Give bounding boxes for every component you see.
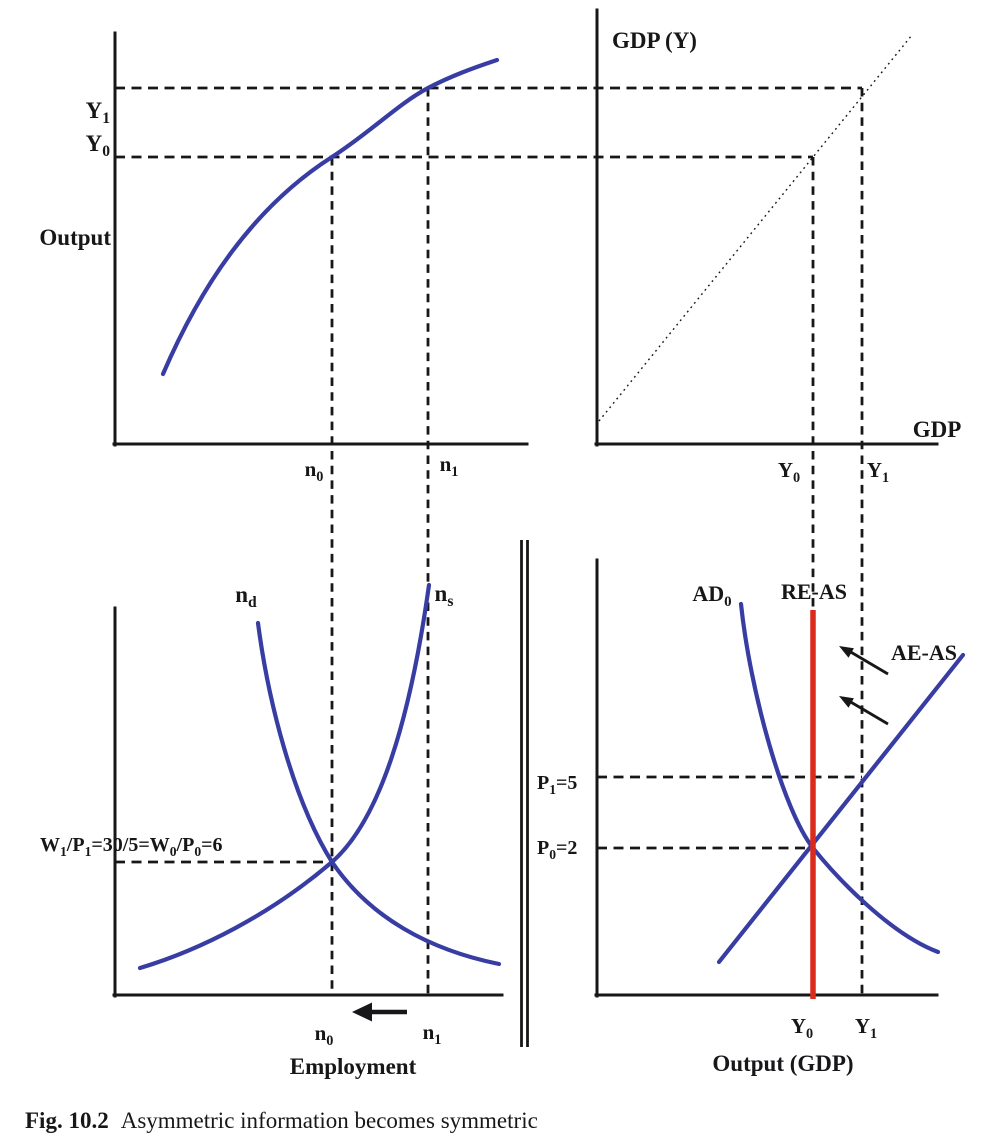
asad-y0-tick-label: Y0 bbox=[791, 1014, 813, 1042]
ae-as-line bbox=[716, 652, 966, 965]
labor-demand-label: nd bbox=[235, 582, 257, 611]
ad0-curve-label: AD0 bbox=[692, 581, 731, 610]
guide-lines bbox=[115, 34, 913, 995]
re-as-curve-label: RE-AS bbox=[781, 579, 847, 604]
gdp-y1-tick-label: Y1 bbox=[867, 458, 889, 486]
y0-axis-tick-label: Y0 bbox=[86, 131, 111, 160]
labor-supply-curve bbox=[137, 582, 432, 971]
asad-y1-tick-label: Y1 bbox=[855, 1014, 877, 1042]
real-wage-label: W1/P1=30/5=W0/P0=6 bbox=[40, 834, 223, 859]
employment-arrow-head bbox=[352, 1002, 372, 1022]
panel-axes bbox=[112, 8, 939, 998]
curves bbox=[137, 57, 966, 999]
45-degree-dotted-line bbox=[598, 34, 913, 422]
as-shift-arrow-1-shaft bbox=[848, 649, 889, 676]
ae-as-curve-label: AE-AS bbox=[891, 640, 957, 665]
as-shift-arrow-1 bbox=[839, 646, 889, 676]
n0-tick-label-top: n0 bbox=[305, 457, 324, 485]
labor-supply-label: ns bbox=[435, 581, 454, 610]
gdp-x-axis-label: GDP bbox=[913, 417, 962, 442]
output-axis-label: Output bbox=[39, 225, 111, 250]
ad0-curve bbox=[738, 601, 941, 955]
production-function-curve bbox=[160, 57, 500, 377]
n1-tick-label-top: n1 bbox=[440, 452, 459, 480]
employment-shift-arrow bbox=[352, 1002, 407, 1022]
panel-separator bbox=[520, 540, 529, 1047]
p1-price-label: P1=5 bbox=[537, 772, 577, 797]
y1-axis-tick-label: Y1 bbox=[86, 98, 110, 127]
figure-caption-text: Asymmetric information becomes symmetric bbox=[120, 1108, 538, 1133]
gdp-y0-tick-label: Y0 bbox=[778, 458, 800, 486]
p0-price-label: P0=2 bbox=[537, 837, 577, 862]
as-shift-arrow-1-head bbox=[839, 646, 854, 658]
output-gdp-axis-label: Output (GDP) bbox=[712, 1051, 853, 1076]
as-shift-arrow-2 bbox=[839, 696, 889, 726]
employment-axis-label: Employment bbox=[290, 1054, 417, 1079]
figure-caption-number: Fig. 10.2 bbox=[25, 1108, 109, 1133]
as-shift-arrow-2-shaft bbox=[848, 699, 889, 726]
n0-tick-label-bottom: n0 bbox=[315, 1021, 334, 1049]
as-shift-arrow-2-head bbox=[839, 696, 854, 708]
gdp-y-axis-label: GDP (Y) bbox=[612, 28, 697, 53]
figure-caption: Fig. 10.2 Asymmetric information becomes … bbox=[25, 1108, 985, 1134]
n1-tick-label-bottom: n1 bbox=[423, 1020, 442, 1048]
